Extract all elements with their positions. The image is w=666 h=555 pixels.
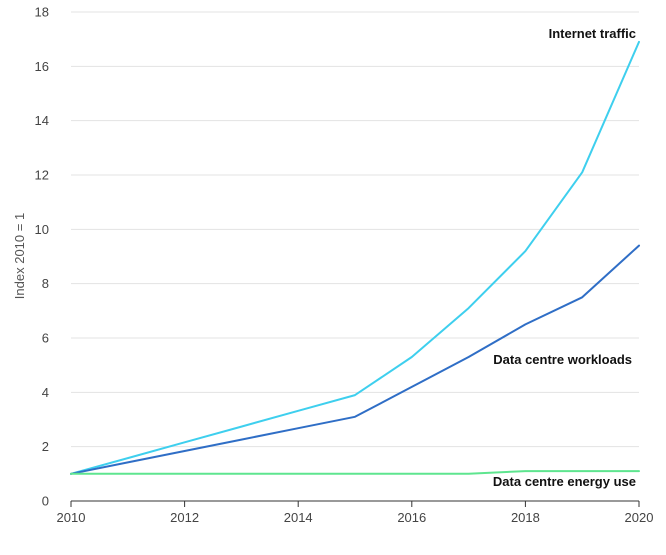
x-tick-label: 2012 — [170, 510, 199, 525]
y-tick-label: 14 — [35, 113, 49, 128]
series-lines — [70, 40, 640, 475]
y-tick-label: 10 — [35, 222, 49, 237]
y-tick-label: 8 — [42, 276, 49, 291]
y-tick-label: 16 — [35, 59, 49, 74]
grid-lines — [71, 11, 639, 448]
series-label-data-centre-workloads: Data centre workloads — [493, 352, 632, 367]
y-tick-label: 18 — [35, 5, 49, 20]
y-axis-ticks: 0 2 4 6 8 10 12 14 16 18 — [35, 5, 49, 509]
y-tick-label: 0 — [42, 494, 49, 509]
x-tick-label: 2016 — [397, 510, 426, 525]
y-tick-label: 6 — [42, 331, 49, 346]
series-line-data-centre-workloads — [70, 244, 640, 475]
y-tick-label: 12 — [35, 168, 49, 183]
x-tick-label: 2014 — [284, 510, 313, 525]
series-label-data-centre-energy-use: Data centre energy use — [493, 474, 636, 489]
x-tick-label: 2018 — [511, 510, 540, 525]
x-axis-ticks: 2010 2012 2014 2016 2018 2020 — [57, 501, 654, 525]
series-line-internet-traffic — [70, 40, 640, 475]
y-tick-label: 2 — [42, 439, 49, 454]
series-label-internet-traffic: Internet traffic — [549, 26, 636, 41]
series-line-data-centre-energy-use — [70, 470, 640, 475]
x-tick-label: 2020 — [625, 510, 654, 525]
x-tick-label: 2010 — [57, 510, 86, 525]
y-axis-label: Index 2010 = 1 — [12, 213, 27, 299]
y-tick-label: 4 — [42, 385, 49, 400]
